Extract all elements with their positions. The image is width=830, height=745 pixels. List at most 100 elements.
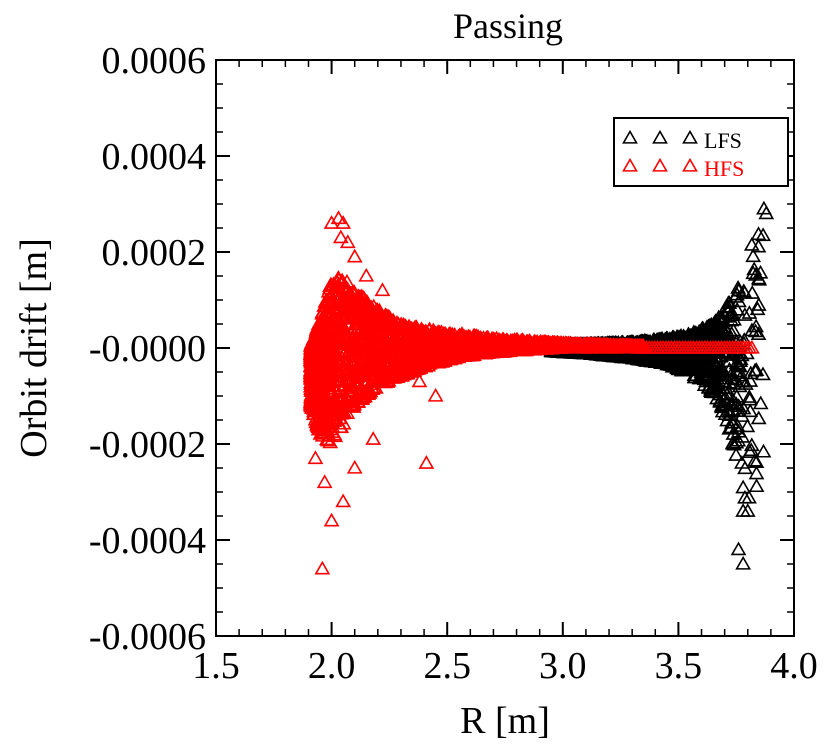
data-point: [442, 332, 459, 347]
data-point: [750, 297, 767, 311]
data-point: [353, 364, 370, 379]
series-hfs: [302, 210, 760, 575]
chart-title: Passing: [453, 6, 563, 46]
data-point: [347, 375, 364, 390]
data-point: [362, 382, 378, 397]
data-point: [725, 435, 741, 449]
data-point: [333, 371, 350, 386]
data-point: [582, 336, 599, 351]
data-point: [750, 326, 767, 341]
data-point: [735, 283, 752, 298]
data-point: [508, 333, 525, 347]
data-point: [367, 365, 383, 380]
data-point: [317, 400, 334, 415]
data-point: [305, 357, 322, 372]
data-point: [333, 307, 350, 322]
data-point: [751, 271, 768, 286]
data-point: [709, 317, 725, 332]
data-point: [422, 345, 439, 360]
data-point: [389, 330, 406, 345]
data-point: [319, 390, 336, 405]
data-point: [351, 299, 368, 314]
data-point: [422, 351, 439, 366]
data-point: [343, 338, 360, 352]
data-point: [741, 391, 758, 406]
data-point: [323, 374, 340, 389]
data-point: [569, 339, 586, 353]
data-point: [741, 389, 758, 403]
data-point: [418, 324, 435, 339]
data-point: [412, 332, 429, 347]
data-point: [733, 347, 750, 362]
data-point: [460, 343, 477, 358]
data-point: [728, 388, 745, 403]
data-point: [729, 301, 746, 316]
data-point: [315, 329, 332, 344]
data-point: [716, 319, 733, 334]
data-point: [423, 342, 439, 357]
data-point: [337, 290, 354, 305]
data-point: [404, 363, 421, 377]
data-point: [336, 354, 353, 369]
data-point: [412, 342, 429, 357]
data-point: [720, 299, 737, 314]
data-point: [328, 273, 345, 288]
data-point: [748, 362, 765, 377]
data-point: [346, 397, 362, 411]
data-point: [720, 295, 737, 310]
data-point: [550, 340, 567, 354]
data-point: [549, 335, 565, 350]
data-point: [755, 227, 772, 242]
data-point: [715, 364, 732, 378]
data-point: [337, 278, 354, 293]
data-point: [591, 338, 608, 352]
data-point: [373, 372, 390, 387]
data-point: [458, 331, 475, 346]
data-point: [408, 322, 425, 336]
data-point: [344, 353, 361, 368]
data-point: [393, 316, 410, 331]
data-point: [351, 341, 367, 356]
data-point: [735, 555, 752, 570]
data-point: [355, 289, 372, 304]
data-point: [718, 380, 734, 395]
data-point: [735, 503, 752, 517]
data-point: [750, 410, 767, 425]
data-point: [738, 376, 754, 390]
data-point: [316, 378, 333, 392]
data-point: [729, 286, 745, 301]
data-point: [499, 338, 515, 353]
data-point: [735, 479, 752, 494]
data-point: [305, 406, 322, 421]
data-point: [360, 314, 377, 329]
data-point: [723, 419, 740, 434]
data-point: [721, 353, 738, 368]
data-point: [742, 365, 759, 380]
data-point: [732, 353, 749, 367]
data-point: [696, 371, 713, 386]
data-point: [318, 367, 335, 382]
data-point: [313, 331, 330, 346]
data-point: [305, 343, 322, 357]
data-point: [344, 362, 361, 377]
data-point: [420, 331, 436, 345]
data-point: [371, 304, 387, 319]
data-point: [398, 348, 415, 363]
data-point: [332, 346, 348, 361]
data-point: [354, 360, 370, 375]
data-point: [376, 316, 393, 330]
data-point: [679, 362, 696, 377]
data-point: [723, 312, 740, 327]
data-point: [343, 374, 359, 388]
data-point: [625, 350, 641, 365]
data-point: [384, 365, 401, 380]
data-point: [744, 322, 760, 337]
data-point: [345, 393, 361, 407]
data-point: [485, 331, 502, 346]
data-point: [692, 333, 709, 348]
data-point: [329, 363, 345, 378]
data-point: [335, 331, 351, 346]
data-point: [716, 373, 733, 388]
data-point: [734, 428, 751, 443]
data-point: [701, 319, 718, 334]
